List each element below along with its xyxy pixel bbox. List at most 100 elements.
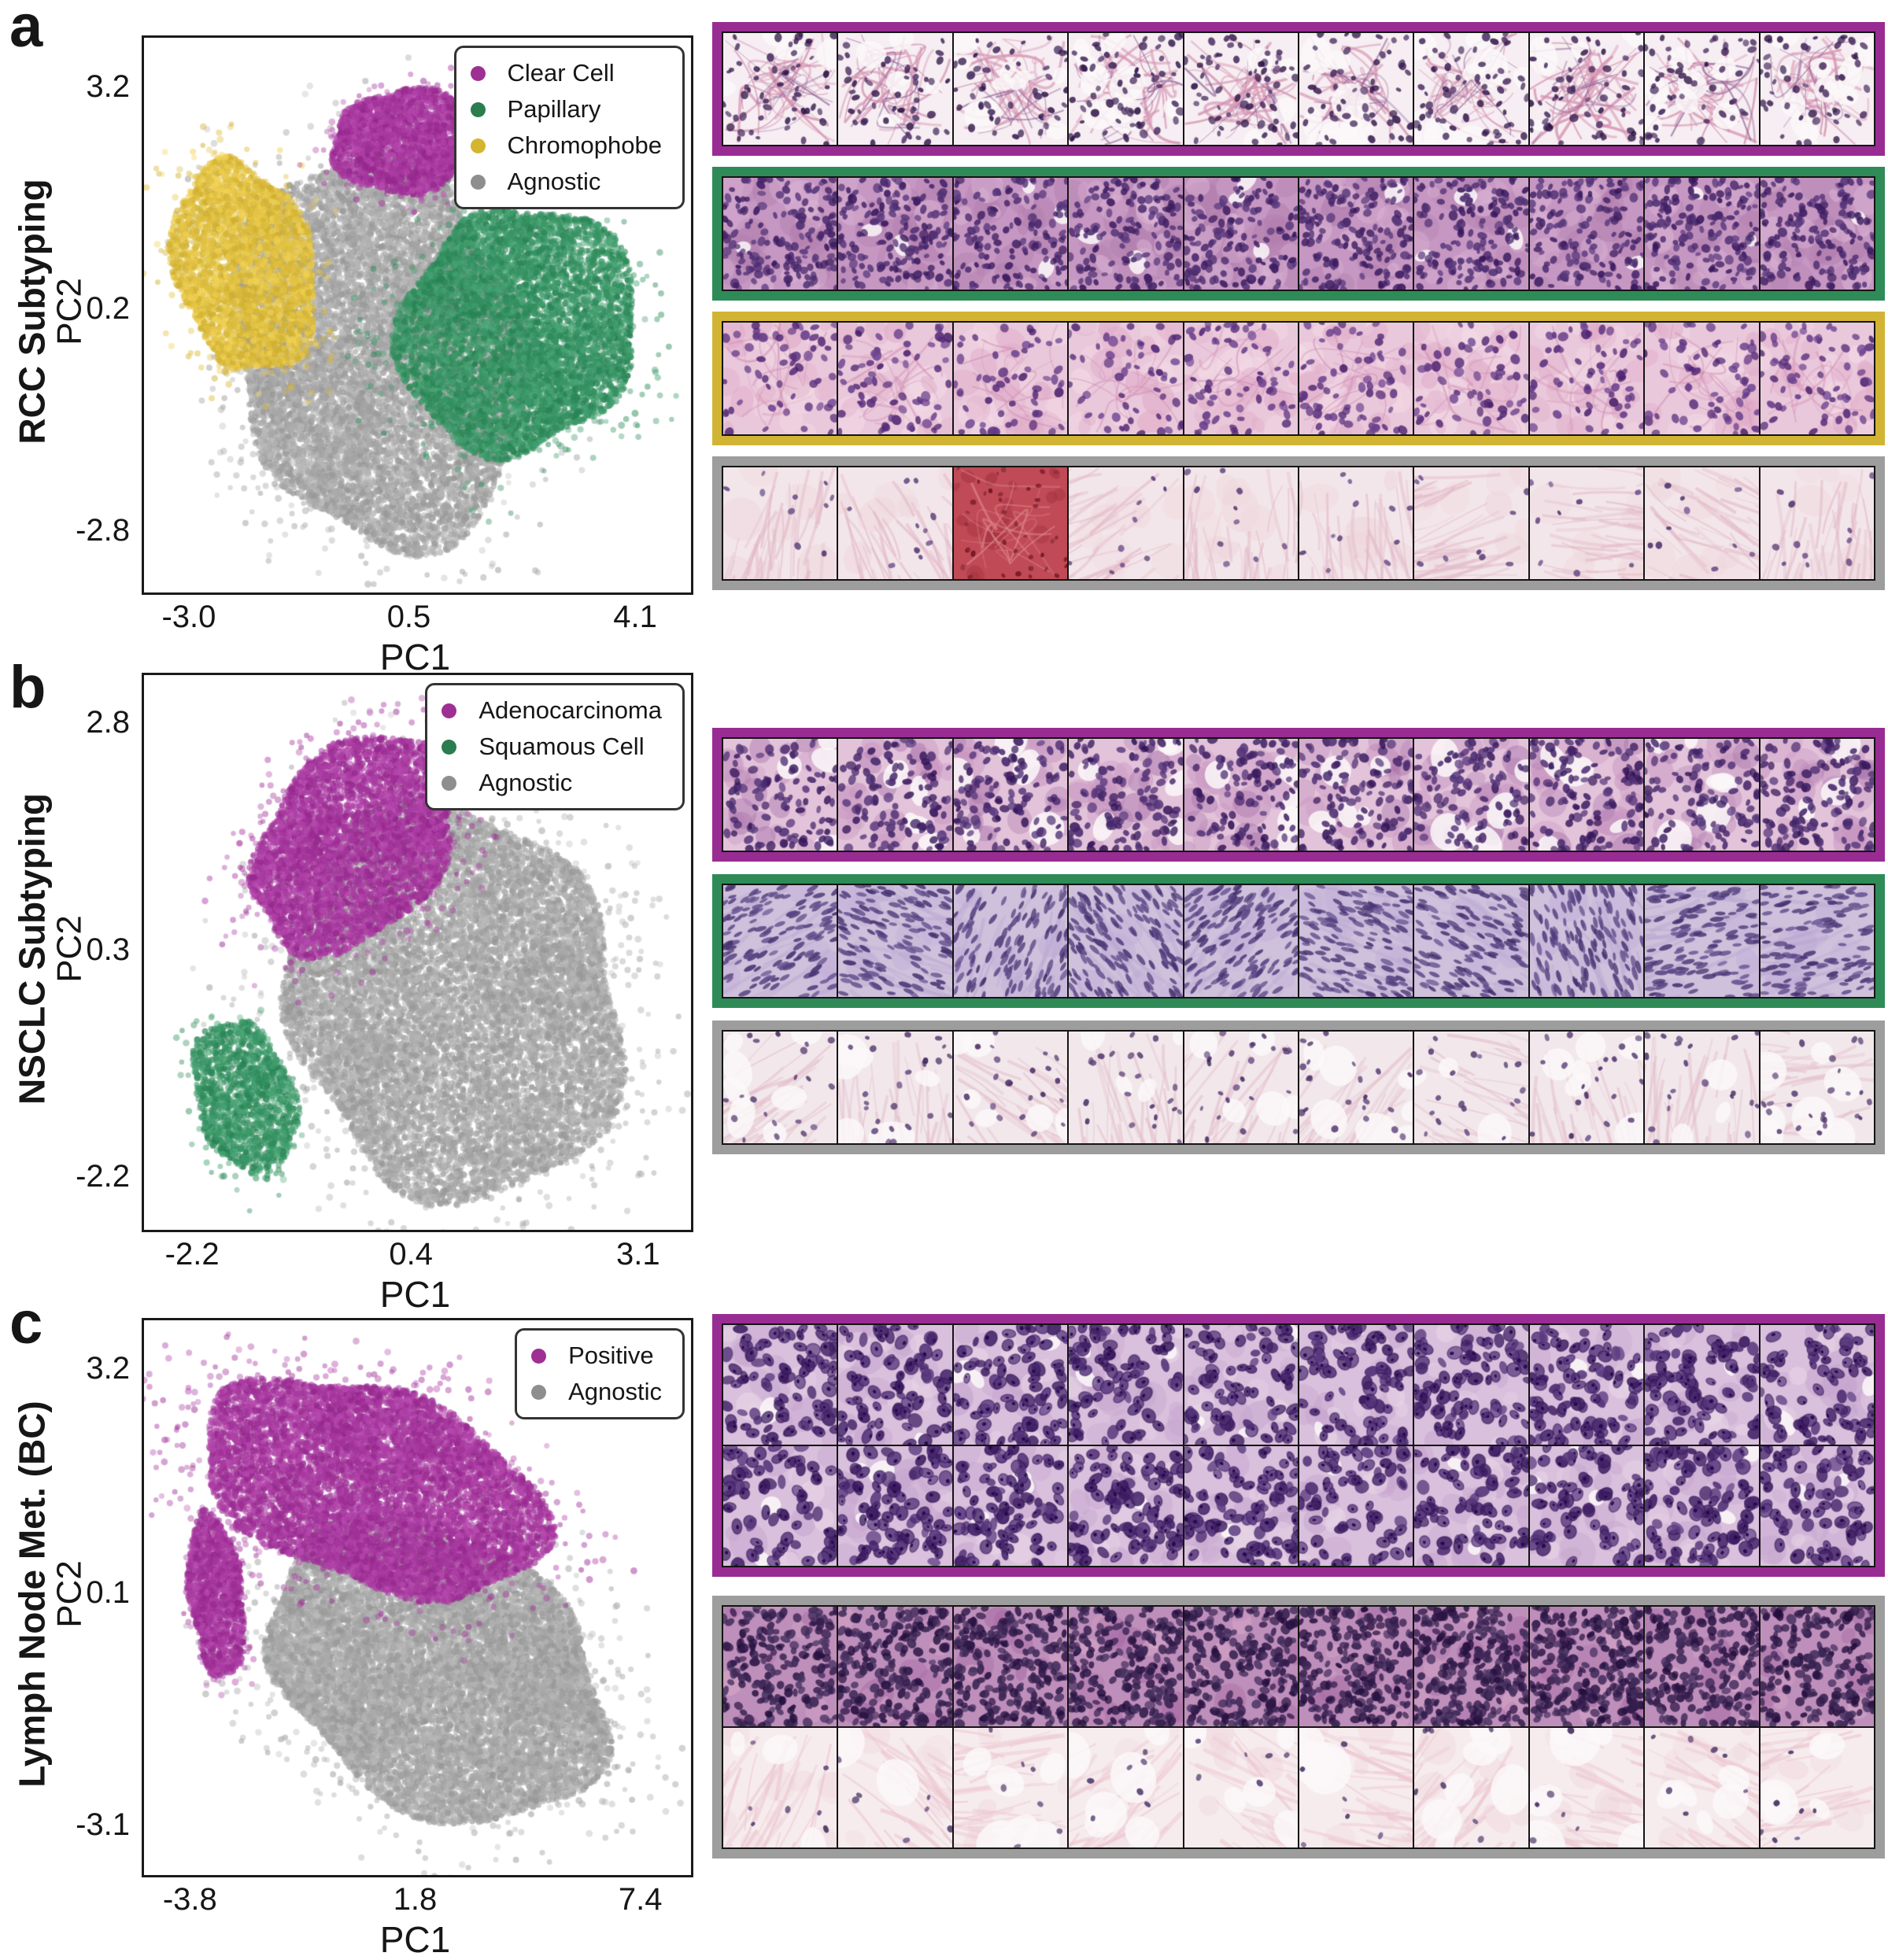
- histology-tile: [1760, 885, 1874, 997]
- histology-tile: [1760, 33, 1874, 145]
- patch-grid: [722, 1605, 1875, 1849]
- legend-swatch: [531, 1348, 547, 1364]
- histology-tile: [1299, 467, 1413, 579]
- histology-tile: [1529, 739, 1644, 851]
- x-tick-label: 4.1: [613, 600, 657, 634]
- histology-tile: [953, 467, 1068, 579]
- legend-item: Agnostic: [442, 769, 662, 797]
- legend-label: Agnostic: [478, 769, 573, 796]
- histology-tile: [1760, 1032, 1874, 1143]
- histology-tile: [1184, 1728, 1298, 1847]
- histology-tile: [723, 885, 837, 997]
- agnostic-patches-row: [712, 1596, 1885, 1858]
- histology-tile: [1414, 33, 1528, 145]
- histology-tile: [1184, 1325, 1298, 1445]
- legend-swatch: [442, 739, 457, 755]
- x-tick-label: 7.4: [618, 1882, 663, 1917]
- legend-label: Squamous Cell: [478, 733, 645, 760]
- histology-tile: [1184, 178, 1298, 290]
- legend-swatch: [470, 174, 486, 190]
- legend-item: Papillary: [470, 95, 662, 124]
- histology-tile: [838, 178, 952, 290]
- patch-grid: [722, 1030, 1875, 1145]
- histology-tile: [1529, 1607, 1644, 1726]
- histology-tile: [1645, 739, 1759, 851]
- histology-tile: [1299, 739, 1413, 851]
- histology-tile: [1069, 1607, 1183, 1726]
- histology-tile: [838, 33, 952, 145]
- x-tick-label: 1.8: [393, 1882, 438, 1917]
- histology-tile: [1069, 885, 1183, 997]
- histology-tile: [1645, 1446, 1759, 1566]
- histology-tile: [1414, 467, 1528, 579]
- histology-tile: [723, 178, 837, 290]
- histology-tile: [1529, 1325, 1644, 1445]
- legend-item: Squamous Cell: [442, 733, 662, 761]
- histology-tile: [1184, 1032, 1298, 1143]
- x-axis-label: PC1: [379, 1274, 451, 1315]
- legend-label: Agnostic: [568, 1378, 662, 1405]
- histology-tile: [1299, 1728, 1413, 1847]
- x-tick-label: -3.0: [161, 600, 216, 634]
- histology-tile: [1414, 739, 1528, 851]
- agnostic-patches-row: [712, 456, 1885, 590]
- histology-tile: [953, 1032, 1068, 1143]
- histology-tile: [1529, 1446, 1644, 1566]
- histology-tile: [1299, 1032, 1413, 1143]
- x-tick-label: 0.4: [389, 1237, 433, 1272]
- histology-tile: [1184, 739, 1298, 851]
- positive-patches-row: [712, 1314, 1885, 1577]
- histology-tile: [723, 1325, 837, 1445]
- scatter-plot: Adenocarcinoma Squamous Cell Agnostic: [142, 673, 693, 1232]
- histology-tile: [1299, 1446, 1413, 1566]
- histology-tile: [1760, 1728, 1874, 1847]
- histology-tile: [953, 323, 1068, 434]
- histology-tile: [723, 1607, 837, 1726]
- histology-tile: [1069, 1446, 1183, 1566]
- histology-tile: [1529, 885, 1644, 997]
- patch-grid: [722, 176, 1875, 291]
- histology-tile: [1645, 323, 1759, 434]
- agnostic-patches-row: [712, 1021, 1885, 1154]
- histology-tile: [1414, 1032, 1528, 1143]
- histology-tile: [1414, 323, 1528, 434]
- histology-tile: [1184, 467, 1298, 579]
- histology-tile: [953, 1728, 1068, 1847]
- x-axis-label: PC1: [379, 637, 451, 677]
- histology-tile: [1645, 1325, 1759, 1445]
- histology-tile: [1760, 739, 1874, 851]
- legend-swatch: [442, 775, 457, 791]
- patch-grid: [722, 1323, 1875, 1567]
- histology-tile: [953, 1446, 1068, 1566]
- histology-tile: [1760, 323, 1874, 434]
- patch-grid: [722, 321, 1875, 436]
- histology-tile: [723, 323, 837, 434]
- histology-tile: [1414, 885, 1528, 997]
- histology-tile: [838, 1032, 952, 1143]
- histology-tile: [1299, 33, 1413, 145]
- histology-tile: [1184, 1446, 1298, 1566]
- legend-item: Chromophobe: [470, 131, 662, 160]
- panel-letter: b: [9, 654, 46, 721]
- histology-tile: [1299, 178, 1413, 290]
- histology-tile: [1529, 1728, 1644, 1847]
- histology-tile: [1529, 1032, 1644, 1143]
- histology-tile: [1529, 323, 1644, 434]
- legend-swatch: [442, 703, 457, 718]
- histology-tile: [723, 1446, 837, 1566]
- y-tick-label: 3.2: [86, 68, 130, 104]
- histology-tile: [1184, 323, 1298, 434]
- histology-tile: [1645, 1728, 1759, 1847]
- histology-tile: [1184, 33, 1298, 145]
- histology-tile: [1069, 33, 1183, 145]
- histology-tile: [1529, 33, 1644, 145]
- legend-label: Clear Cell: [507, 59, 615, 87]
- histology-tile: [1529, 178, 1644, 290]
- histology-tile: [1069, 1032, 1183, 1143]
- histology-tile: [838, 1325, 952, 1445]
- histology-tile: [1645, 1032, 1759, 1143]
- x-tick-label: -3.8: [162, 1882, 217, 1917]
